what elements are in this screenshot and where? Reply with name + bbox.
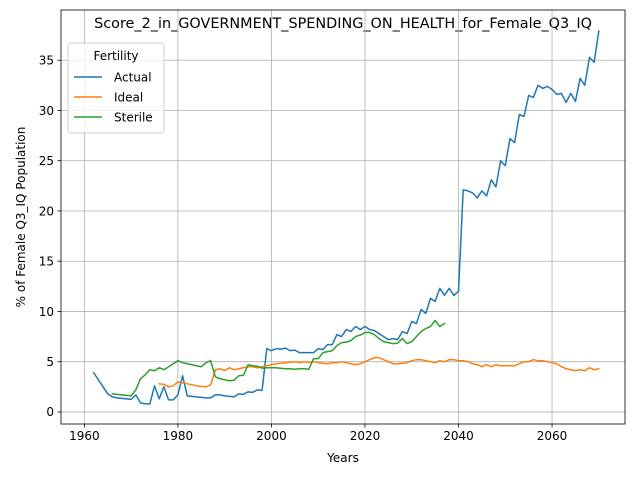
x-tick-label: 2060 (537, 429, 568, 443)
series-line-actual (92, 30, 600, 405)
x-axis-label: Years (326, 451, 359, 465)
y-axis-ticks: 0 5 10 15 20 25 30 35 (39, 54, 61, 419)
series-line-ideal (158, 356, 600, 388)
legend-label-sterile: Sterile (114, 110, 153, 124)
y-axis-label: % of Female Q3_IQ Population (14, 127, 28, 308)
legend-label-actual: Actual (114, 70, 152, 84)
y-tick-label: 15 (39, 255, 54, 269)
legend: Fertility Actual Ideal Sterile (67, 42, 165, 134)
legend-title: Fertility (93, 49, 138, 63)
chart-title: Score_2_in_GOVERNMENT_SPENDING_ON_HEALTH… (94, 16, 592, 32)
x-tick-label: 2020 (350, 429, 381, 443)
y-tick-label: 20 (39, 204, 54, 218)
x-tick-label: 1980 (163, 429, 194, 443)
legend-label-ideal: Ideal (114, 90, 143, 104)
x-tick-label: 1960 (69, 429, 100, 443)
y-tick-label: 30 (39, 104, 54, 118)
legend-items: Actual Ideal Sterile (74, 70, 153, 124)
x-axis-ticks: 1960 1980 2000 2020 2040 2060 (69, 424, 567, 443)
series-line-sterile (111, 319, 446, 397)
plot-frame (60, 9, 626, 425)
legend-box (67, 42, 165, 134)
x-tick-label: 2000 (256, 429, 287, 443)
x-tick-label: 2040 (443, 429, 474, 443)
y-tick-label: 35 (39, 54, 54, 68)
grid (61, 10, 625, 424)
series-lines (92, 30, 600, 405)
y-tick-label: 5 (46, 355, 54, 369)
y-tick-label: 10 (39, 305, 54, 319)
y-tick-label: 25 (39, 154, 54, 168)
y-tick-label: 0 (46, 405, 54, 419)
